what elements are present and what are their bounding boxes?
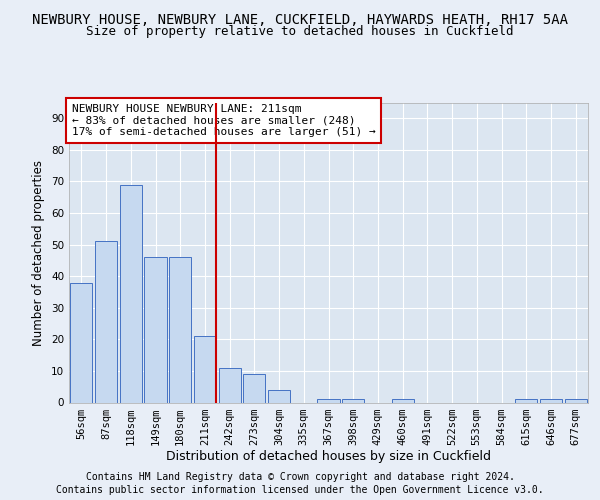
Bar xyxy=(95,242,117,402)
Text: Contains public sector information licensed under the Open Government Licence v3: Contains public sector information licen… xyxy=(56,485,544,495)
Bar xyxy=(268,390,290,402)
Text: Contains HM Land Registry data © Crown copyright and database right 2024.: Contains HM Land Registry data © Crown c… xyxy=(86,472,514,482)
Bar xyxy=(565,400,587,402)
Text: NEWBURY HOUSE, NEWBURY LANE, CUCKFIELD, HAYWARDS HEATH, RH17 5AA: NEWBURY HOUSE, NEWBURY LANE, CUCKFIELD, … xyxy=(32,12,568,26)
Bar xyxy=(515,400,538,402)
Bar xyxy=(119,184,142,402)
Y-axis label: Number of detached properties: Number of detached properties xyxy=(32,160,46,346)
Bar xyxy=(194,336,216,402)
X-axis label: Distribution of detached houses by size in Cuckfield: Distribution of detached houses by size … xyxy=(166,450,491,464)
Bar xyxy=(540,400,562,402)
Bar xyxy=(317,400,340,402)
Bar xyxy=(342,400,364,402)
Bar xyxy=(169,257,191,402)
Bar xyxy=(70,282,92,403)
Bar xyxy=(145,257,167,402)
Text: NEWBURY HOUSE NEWBURY LANE: 211sqm
← 83% of detached houses are smaller (248)
17: NEWBURY HOUSE NEWBURY LANE: 211sqm ← 83%… xyxy=(71,104,376,137)
Bar xyxy=(243,374,265,402)
Text: Size of property relative to detached houses in Cuckfield: Size of property relative to detached ho… xyxy=(86,25,514,38)
Bar xyxy=(218,368,241,402)
Bar xyxy=(392,400,414,402)
